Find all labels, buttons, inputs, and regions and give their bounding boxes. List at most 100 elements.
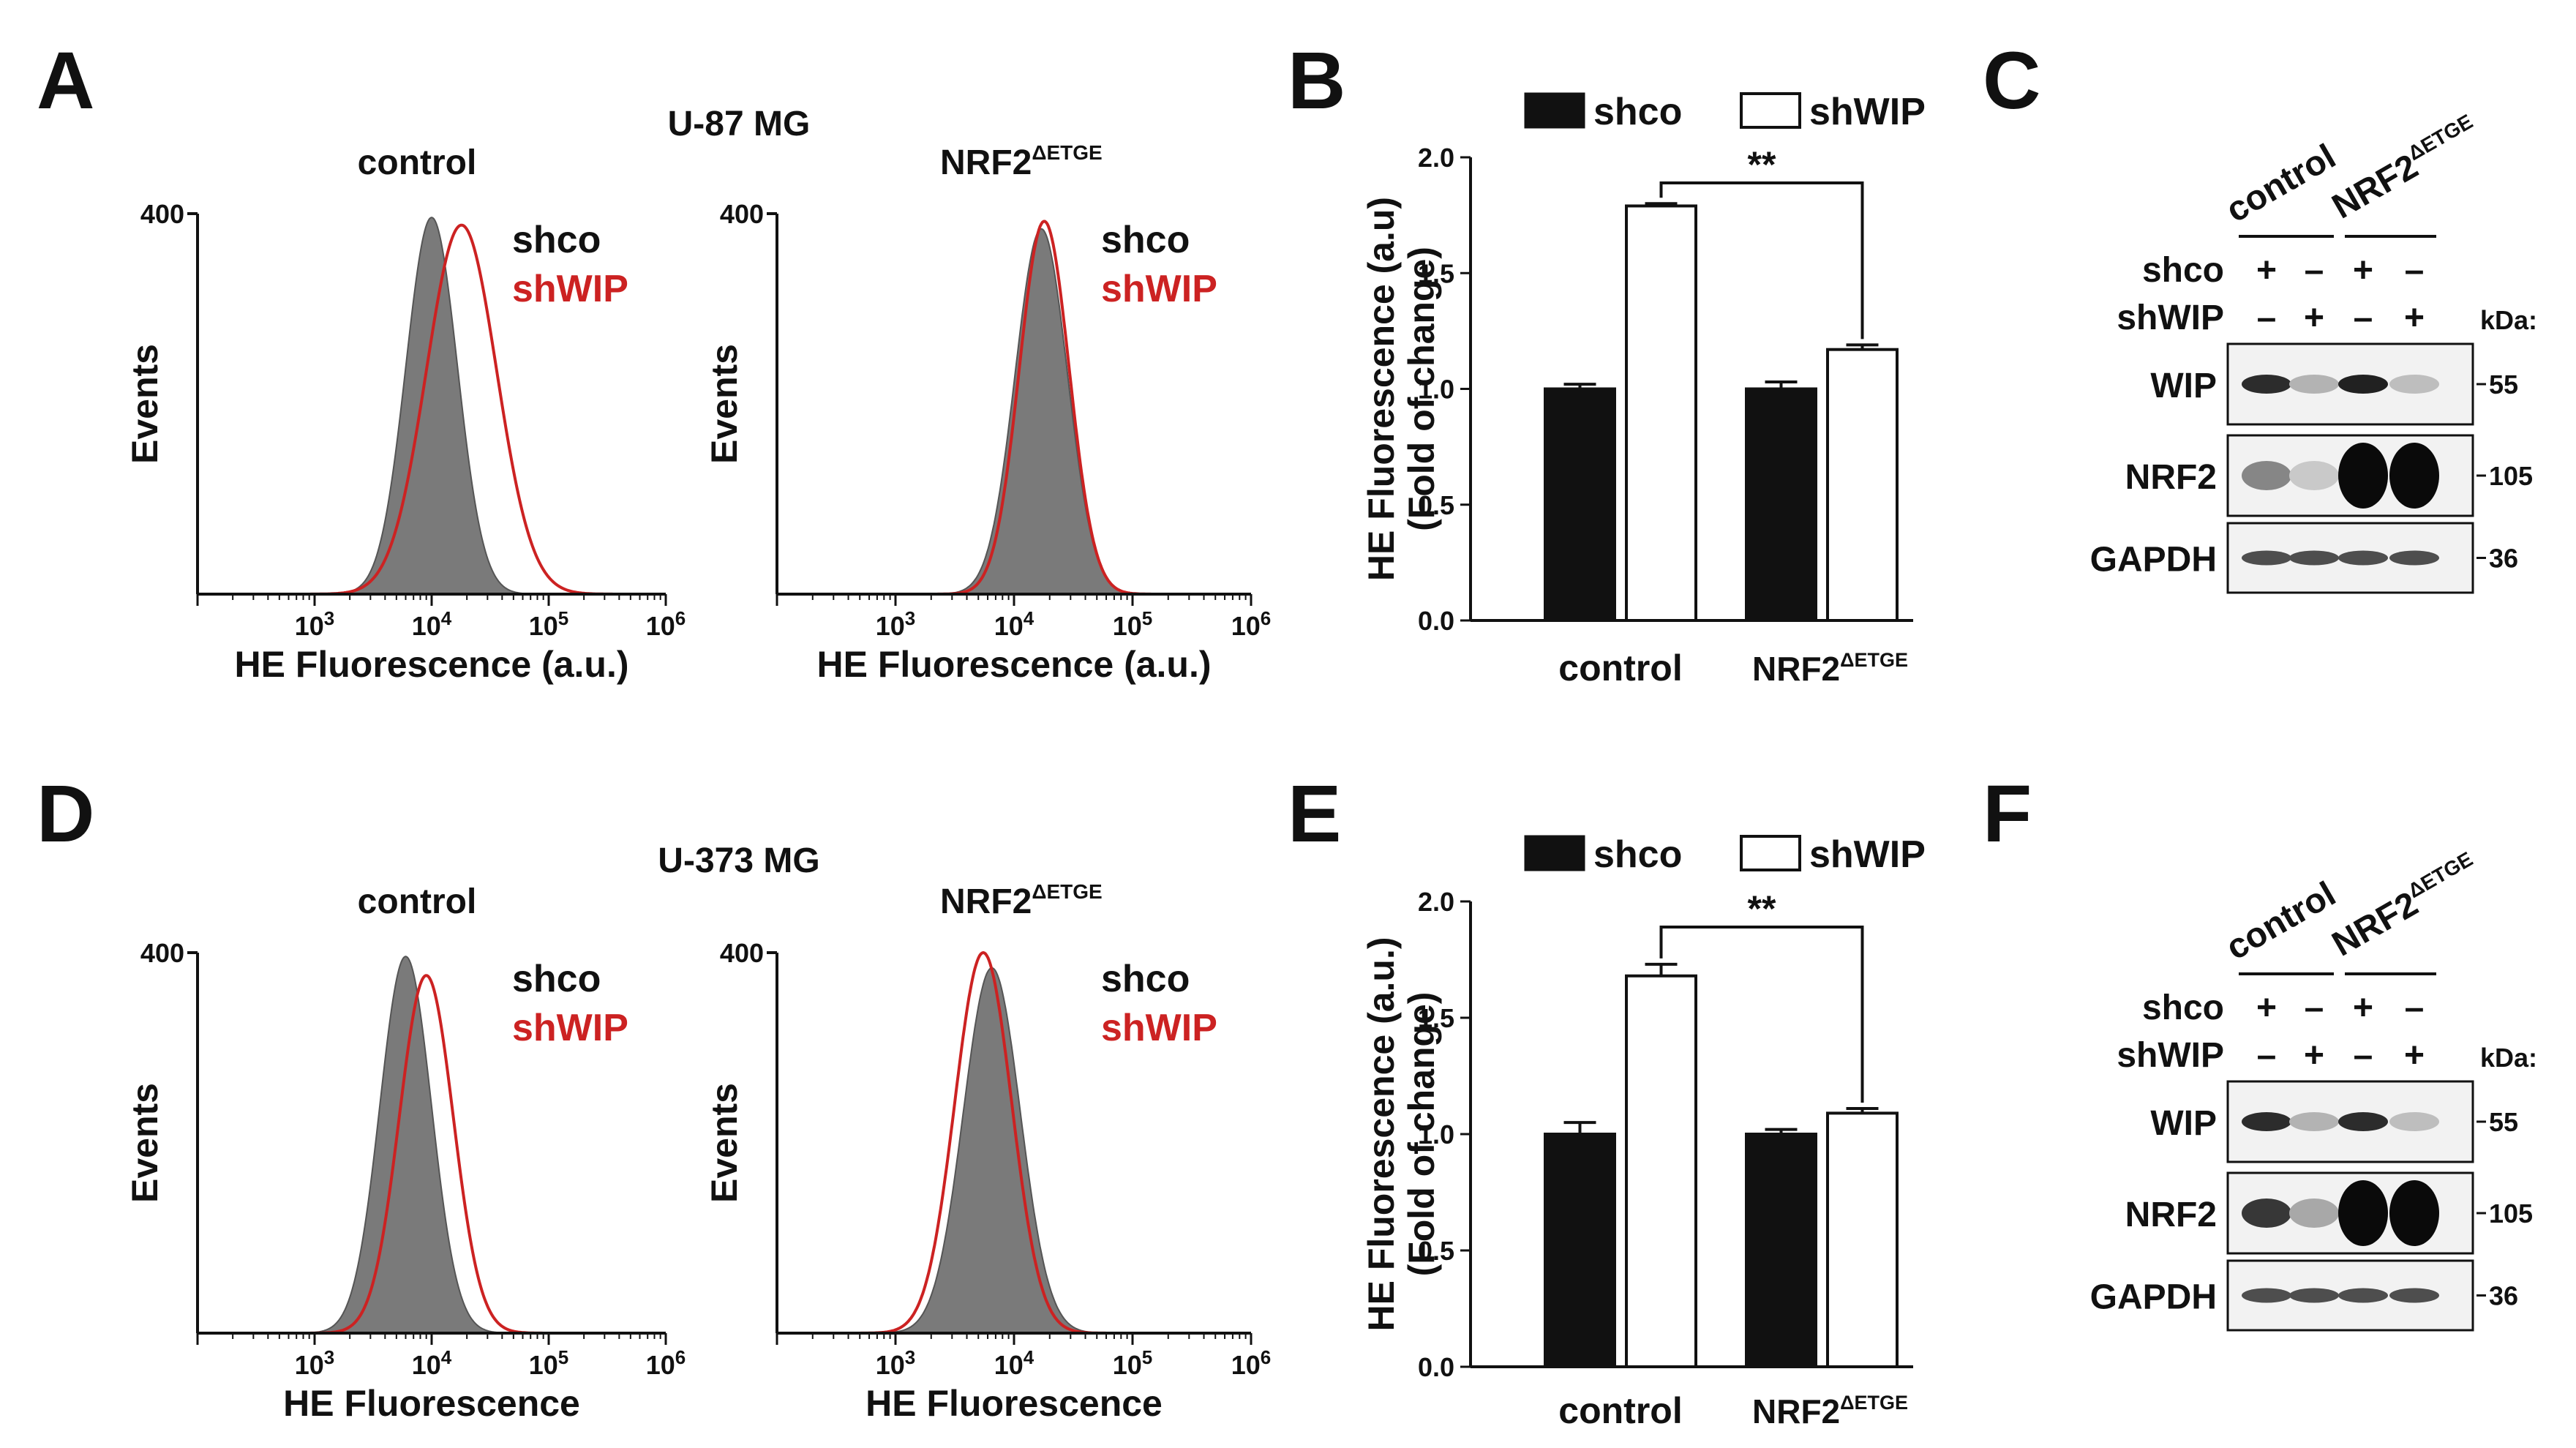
lane-sign: – xyxy=(2305,251,2324,290)
panel-label-a: A xyxy=(37,36,94,126)
legend-shwip: shWIP xyxy=(1101,268,1217,310)
lane-sign: – xyxy=(2354,299,2373,337)
legend-shwip: shWIP xyxy=(1809,833,1926,876)
band-gapdh xyxy=(2289,550,2339,566)
legend-shwip: shWIP xyxy=(1809,91,1926,133)
x-tick-label-base: 10 xyxy=(412,611,441,641)
blot-label-wip: WIP xyxy=(2150,1104,2217,1143)
band-gapdh xyxy=(2389,550,2439,566)
category-label-control: control xyxy=(1558,648,1682,689)
x-tick-label: 104 xyxy=(994,607,1034,641)
lane-sign: + xyxy=(2304,299,2324,337)
x-tick-label: 103 xyxy=(295,607,335,641)
lane-sign: – xyxy=(2305,989,2324,1027)
x-tick-label-base: 10 xyxy=(1231,1350,1261,1380)
band-gapdh xyxy=(2338,1288,2388,1303)
x-tick-label: 103 xyxy=(876,607,916,641)
panel-label-f: F xyxy=(1983,769,2032,859)
blot-label-nrf2: NRF2 xyxy=(2125,1196,2217,1234)
legend-shco: shco xyxy=(1593,833,1682,876)
group-label-nrf2-base: NRF2 xyxy=(2326,885,2425,964)
x-tick-label-exp: 6 xyxy=(1261,1346,1271,1368)
panel-label-d: D xyxy=(37,769,94,859)
blot-label-gapdh: GAPDH xyxy=(2090,1278,2217,1317)
bar-shco-nrf2 xyxy=(1745,1133,1817,1368)
band-wip xyxy=(2338,375,2388,394)
kda-label: 105 xyxy=(2489,1198,2533,1228)
lane-sign: – xyxy=(2257,299,2277,337)
x-tick-label-base: 10 xyxy=(295,611,324,641)
legend-shwip: shWIP xyxy=(512,1007,628,1049)
x-tick-label: 104 xyxy=(412,607,452,641)
y-axis-label: Events xyxy=(704,1083,745,1203)
x-tick-label: 106 xyxy=(646,1346,686,1380)
group-label-nrf2-sup: ΔETGE xyxy=(2404,110,2477,165)
significance-bracket xyxy=(1659,926,1864,1103)
histogram-title-base: NRF2 xyxy=(940,143,1032,182)
x-tick-label: 105 xyxy=(529,1346,569,1380)
legend-swatch-shwip xyxy=(1740,835,1801,871)
y-max-label: 400 xyxy=(140,199,184,229)
x-tick-label-exp: 6 xyxy=(675,1346,686,1368)
group-label-nrf2: NRF2ΔETGE xyxy=(2325,110,2486,226)
x-tick-label-exp: 5 xyxy=(558,607,568,629)
y-max-label: 400 xyxy=(140,938,184,968)
significance-stars: ** xyxy=(1748,144,1776,185)
cell-line-title-u373: U-373 MG xyxy=(658,841,819,880)
y-tick-label: 1.5 xyxy=(1418,258,1454,288)
legend-swatch-shco xyxy=(1524,835,1585,871)
x-tick-label-exp: 5 xyxy=(558,1346,568,1368)
group-label-nrf2-sup: ΔETGE xyxy=(2404,847,2477,902)
x-tick-label-exp: 5 xyxy=(1142,607,1152,629)
kda-label: 36 xyxy=(2489,544,2518,574)
band-wip xyxy=(2338,1112,2388,1131)
x-tick-label: 104 xyxy=(412,1346,452,1380)
bar-chart-e: 0.0 0.5 1.0 1.5 2.0 HE Fluorescence (a.u.) (Fo… xyxy=(1361,833,1926,1431)
lane-sign: + xyxy=(2404,1036,2425,1075)
legend-shco: shco xyxy=(1101,219,1190,261)
group-label-nrf2-base: NRF2 xyxy=(2326,147,2425,227)
bar-shWIP-nrf2 xyxy=(1826,348,1899,622)
y-tick-label: 0.5 xyxy=(1418,1236,1454,1266)
blot-label-nrf2: NRF2 xyxy=(2125,458,2217,497)
histogram-title: control xyxy=(358,882,477,921)
lane-sign: – xyxy=(2405,251,2425,290)
bar-shWIP-control xyxy=(1625,204,1697,622)
x-tick-label-base: 10 xyxy=(876,1350,905,1380)
x-tick-label-base: 10 xyxy=(1231,611,1261,641)
x-tick-label-base: 10 xyxy=(412,1350,441,1380)
x-axis-label: HE Fluorescence (a.u.) xyxy=(816,644,1211,685)
histogram-title-sup: ΔETGE xyxy=(1032,880,1102,903)
x-tick-label: 106 xyxy=(646,607,686,641)
band-gapdh xyxy=(2338,550,2388,566)
band-nrf2 xyxy=(2389,1180,2439,1246)
y-axis-label: Events xyxy=(124,344,165,464)
y-tick-label: 1.0 xyxy=(1418,1119,1454,1149)
blot-label-gapdh: GAPDH xyxy=(2090,541,2217,579)
legend-shco: shco xyxy=(512,958,601,1000)
row-label-shwip: shWIP xyxy=(2117,299,2224,337)
band-wip xyxy=(2289,375,2339,394)
y-axis-label: Events xyxy=(124,1083,165,1203)
lane-sign: + xyxy=(2256,251,2277,290)
band-gapdh xyxy=(2242,1288,2291,1303)
histogram-title: NRF2ΔETGE xyxy=(940,141,1103,182)
row-label-shwip: shWIP xyxy=(2117,1036,2224,1075)
x-tick-label-exp: 4 xyxy=(1024,1346,1034,1368)
x-tick-label: 106 xyxy=(1231,607,1272,641)
x-tick-label-exp: 4 xyxy=(1024,607,1034,629)
category-label-control: control xyxy=(1558,1390,1682,1431)
histogram-title-sup: ΔETGE xyxy=(1032,141,1102,164)
x-tick-label-exp: 3 xyxy=(905,1346,915,1368)
y-tick-label: 0.0 xyxy=(1418,606,1454,636)
x-tick-label: 105 xyxy=(1113,607,1153,641)
x-tick-label-base: 10 xyxy=(646,1350,675,1380)
category-label-nrf2-base: NRF2 xyxy=(1752,1392,1840,1430)
panel-label-e: E xyxy=(1288,769,1341,859)
x-tick-label-exp: 6 xyxy=(1261,607,1271,629)
